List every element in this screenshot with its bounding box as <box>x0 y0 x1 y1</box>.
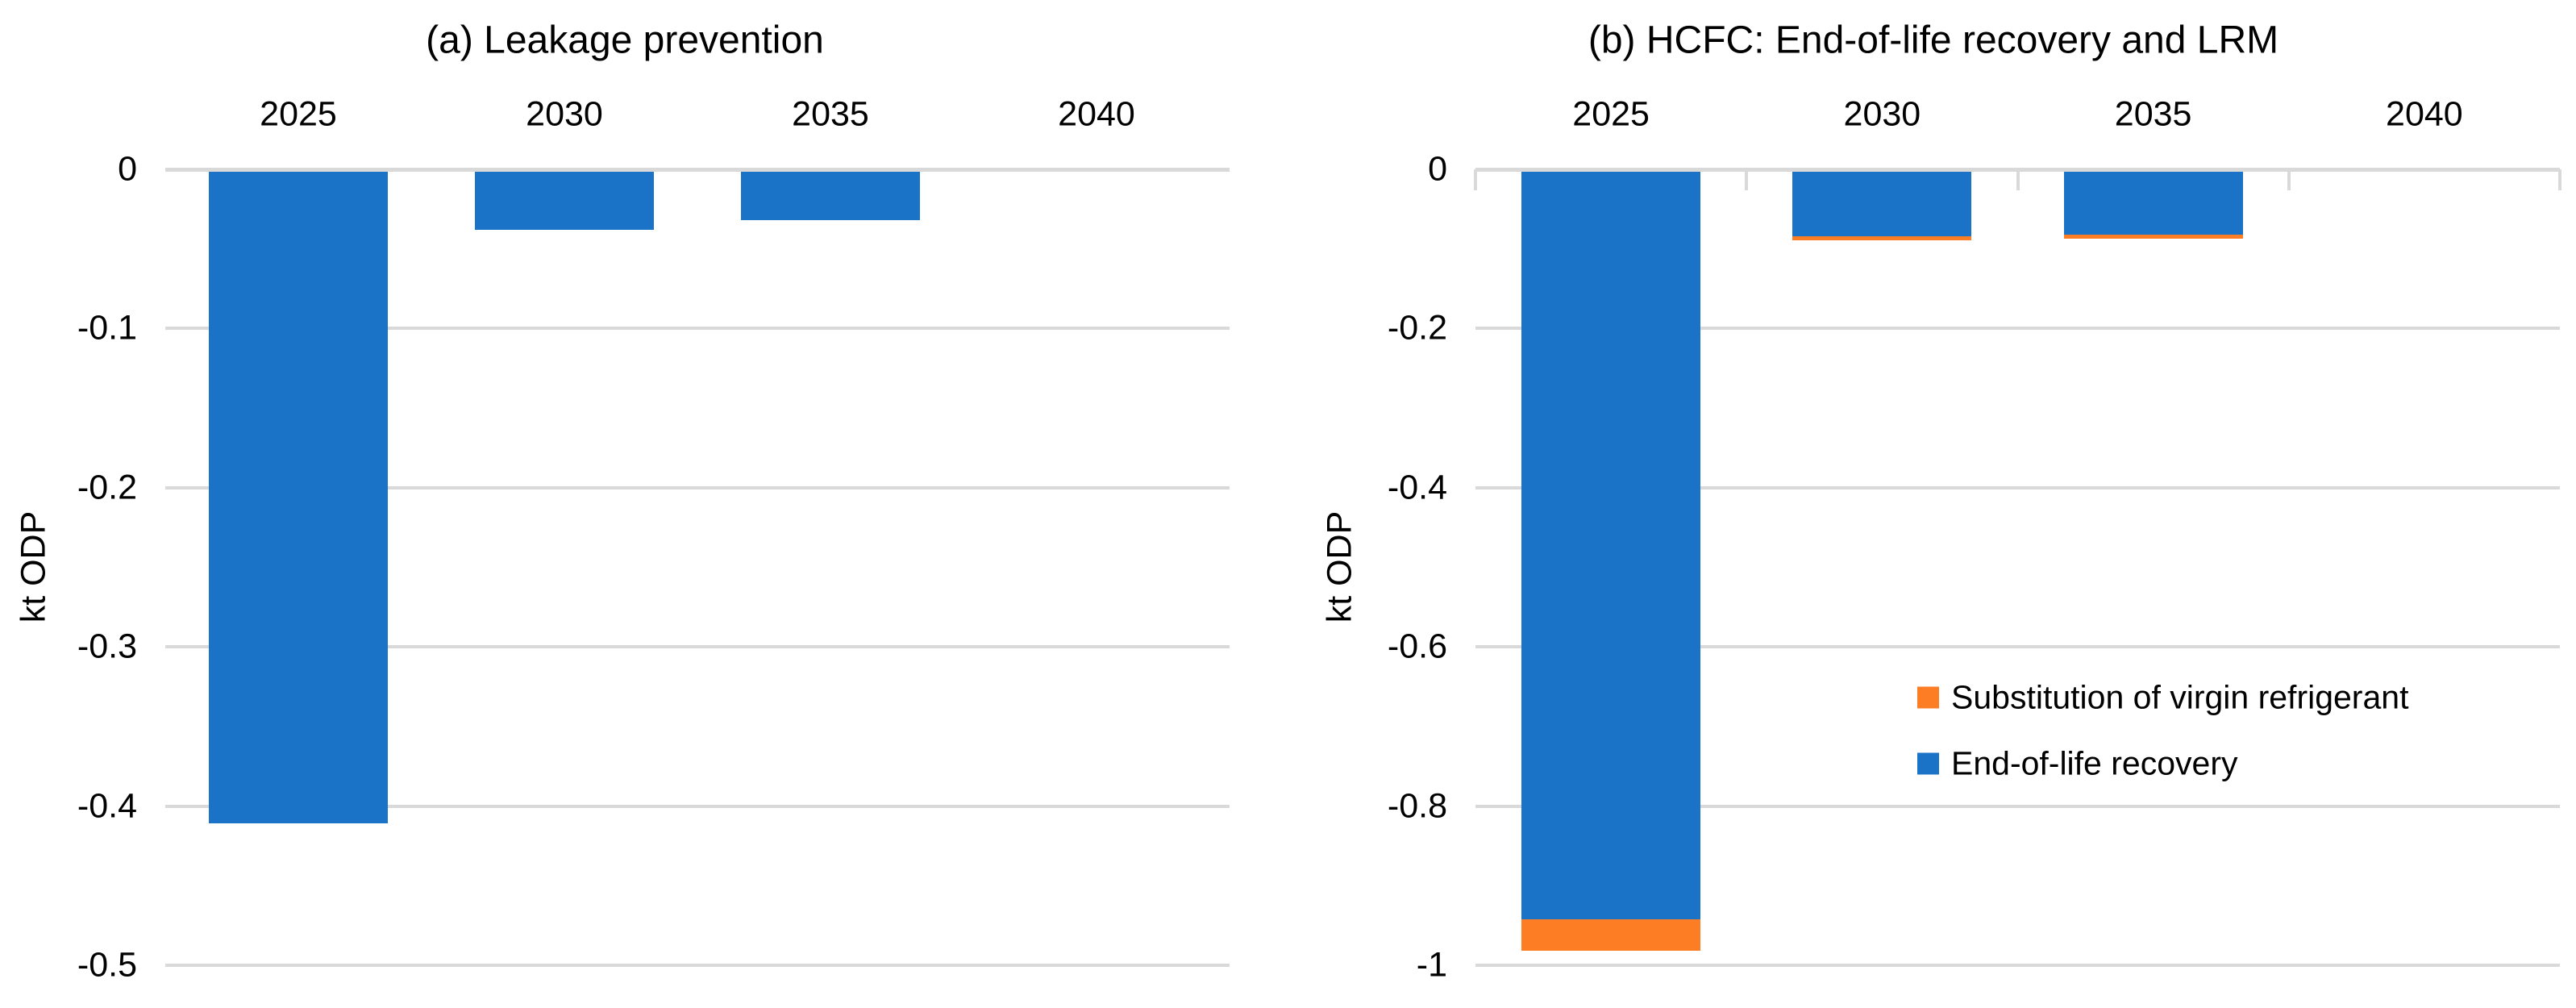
chart-a-y-axis-title: kt ODP <box>14 510 53 623</box>
y-tick-label: -0.5 <box>77 945 137 985</box>
bar-2025-end-of-life-recovery <box>1521 171 1701 919</box>
bar-2035-end-of-life-recovery <box>2063 171 2243 235</box>
gridline <box>165 964 1230 967</box>
y-tick-label: 0 <box>1428 149 1447 189</box>
bar-2030-leakage-prevention <box>475 171 654 231</box>
chart-b-y-axis-title: kt ODP <box>1320 510 1359 623</box>
category-tick <box>2016 169 2020 190</box>
x-axis-year-label: 2030 <box>1843 94 1921 134</box>
legend-item-end-of-life-recovery: End-of-life recovery <box>1917 745 2237 783</box>
x-axis-year-label: 2035 <box>2114 94 2192 134</box>
gridline <box>165 485 1230 489</box>
chart-b-title: (b) HCFC: End-of-life recovery and LRM <box>1588 19 2279 62</box>
y-tick-label: -0.2 <box>1387 308 1447 348</box>
y-tick-label: -0.6 <box>1387 627 1447 666</box>
x-axis-year-label: 2030 <box>526 94 603 134</box>
category-tick <box>1474 169 1477 190</box>
x-axis-year-label: 2040 <box>2386 94 2463 134</box>
bar-2035-leakage-prevention <box>741 171 920 221</box>
x-axis-year-label: 2040 <box>1058 94 1135 134</box>
category-tick <box>1745 169 1749 190</box>
gridline <box>165 327 1230 331</box>
category-tick <box>2558 169 2561 190</box>
gridline <box>1475 327 2560 331</box>
legend-swatch-blue-icon <box>1917 752 1939 775</box>
gridline <box>1475 645 2560 649</box>
y-tick-label: -0.2 <box>77 468 137 507</box>
bar-2035-substitution-of-virgin-refrigerant <box>2063 234 2243 239</box>
gridline <box>1475 168 2560 172</box>
legend-label: End-of-life recovery <box>1951 744 2238 782</box>
y-tick-label: -1 <box>1416 945 1447 985</box>
category-tick <box>2287 169 2291 190</box>
chart-a-title: (a) Leakage prevention <box>426 19 824 62</box>
legend-item-substitution-of-virgin-refrigerant: Substitution of virgin refrigerant <box>1917 679 2408 717</box>
x-axis-year-label: 2035 <box>792 94 869 134</box>
x-axis-year-label: 2025 <box>260 94 337 134</box>
y-tick-label: -0.8 <box>1387 786 1447 826</box>
bar-2030-substitution-of-virgin-refrigerant <box>1792 235 1972 240</box>
y-tick-label: -0.4 <box>1387 468 1447 507</box>
gridline <box>1475 485 2560 489</box>
bar-2025-substitution-of-virgin-refrigerant <box>1521 918 1701 952</box>
gridline <box>165 168 1230 172</box>
y-tick-label: -0.3 <box>77 627 137 666</box>
bar-2025-leakage-prevention <box>209 171 388 824</box>
gridline <box>1475 804 2560 808</box>
bar-2030-end-of-life-recovery <box>1792 171 1972 236</box>
x-axis-year-label: 2025 <box>1572 94 1650 134</box>
gridline <box>165 804 1230 808</box>
y-tick-label: 0 <box>118 149 137 189</box>
gridline <box>1475 964 2560 967</box>
y-tick-label: -0.1 <box>77 308 137 348</box>
gridline <box>165 645 1230 649</box>
legend-label: Substitution of virgin refrigerant <box>1951 678 2409 716</box>
y-tick-label: -0.4 <box>77 786 137 826</box>
legend-swatch-orange-icon <box>1917 686 1939 709</box>
